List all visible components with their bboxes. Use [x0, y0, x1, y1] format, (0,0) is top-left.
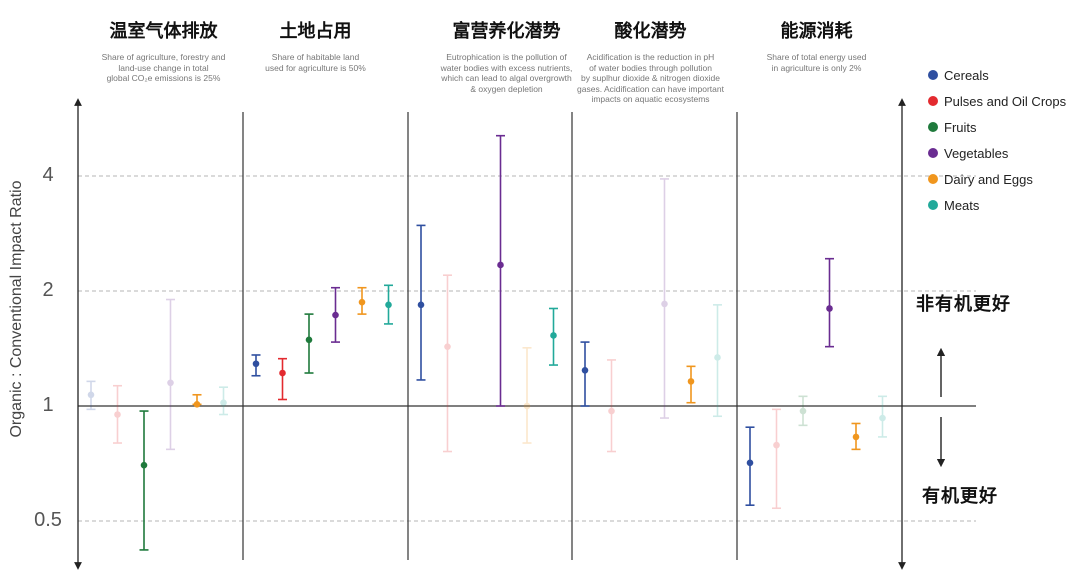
panel-description: Share of total energy used in agricultur…	[766, 52, 867, 73]
data-point	[220, 399, 227, 407]
error-bar-cereals	[745, 426, 755, 506]
legend-item: Vegetables	[928, 140, 1066, 166]
data-point	[140, 461, 148, 469]
error-bar-meats	[713, 304, 722, 418]
error-bar-cereals	[251, 354, 261, 377]
error-bar-marks	[86, 134, 887, 551]
data-point	[358, 298, 366, 306]
error-bar-fruits	[139, 410, 149, 551]
legend-swatch	[928, 70, 938, 80]
axes	[74, 98, 946, 570]
data-point	[417, 301, 425, 309]
panel-description: Eutrophication is the pollution of water…	[440, 52, 573, 94]
error-bar-vegetables	[825, 257, 834, 348]
data-point	[87, 391, 95, 399]
data-point	[305, 336, 313, 344]
panel-title: 能源消耗	[780, 21, 853, 42]
panel-title: 土地占用	[279, 21, 352, 42]
legend-label: Pulses and Oil Crops	[944, 93, 1067, 109]
error-bar-dairy-and-eggs	[851, 422, 861, 451]
annotation-below: 有机更好	[922, 486, 998, 507]
data-point	[661, 300, 668, 308]
data-point	[497, 261, 504, 269]
data-point	[332, 311, 339, 319]
data-point	[167, 379, 174, 387]
error-bar-pulses-and-oil-crops	[113, 384, 122, 444]
panel-description: Share of agriculture, forestry and land-…	[101, 52, 226, 83]
panel-title: 酸化潜势	[614, 21, 687, 42]
legend-swatch	[928, 200, 938, 210]
y-tick-label: 0.5	[34, 509, 62, 531]
legend-swatch	[928, 148, 938, 158]
legend-label: Meats	[944, 197, 980, 213]
error-bar-pulses-and-oil-crops	[607, 359, 616, 453]
data-point	[746, 459, 754, 467]
data-point	[193, 401, 201, 408]
legend-item: Dairy and Eggs	[928, 166, 1066, 192]
legend-item: Meats	[928, 192, 1066, 218]
data-point	[714, 354, 721, 361]
data-point	[581, 367, 589, 374]
y-axis-label: Organic : Conventional Impact Ratio	[8, 180, 25, 438]
error-bar-dairy-and-eggs	[686, 365, 696, 404]
y-tick-label: 4	[42, 164, 54, 186]
y-tick-label: 1	[42, 394, 54, 416]
data-point	[799, 407, 807, 415]
panel-title: 温室气体排放	[109, 21, 218, 42]
error-bar-dairy-and-eggs	[522, 347, 532, 444]
legend-label: Dairy and Eggs	[944, 171, 1033, 187]
annotation-above: 非有机更好	[916, 294, 1011, 315]
panel-title: 富营养化潜势	[452, 21, 561, 42]
legend-label: Cereals	[944, 67, 989, 83]
error-bar-dairy-and-eggs	[192, 393, 202, 408]
legend-swatch	[928, 122, 938, 132]
data-point	[826, 305, 833, 312]
error-bar-meats	[384, 284, 393, 325]
panel-dividers	[242, 112, 738, 560]
data-point	[444, 343, 451, 350]
legend-swatch	[928, 174, 938, 184]
error-bar-vegetables	[331, 286, 340, 343]
error-bar-meats	[549, 307, 558, 366]
error-bar-fruits	[798, 395, 808, 427]
error-bar-cereals	[416, 224, 426, 381]
error-bar-cereals	[86, 380, 96, 411]
error-bar-vegetables	[660, 178, 669, 419]
panel-description: Acidification is the reduction in pH of …	[577, 52, 724, 104]
error-bar-meats	[219, 386, 228, 416]
legend: Cereals Pulses and Oil Crops Fruits Vegetab…	[928, 62, 1066, 218]
data-point	[879, 414, 886, 422]
data-point	[114, 411, 121, 418]
data-point	[608, 407, 615, 415]
data-point	[852, 433, 860, 441]
error-bar-vegetables	[496, 134, 505, 407]
data-point	[687, 378, 695, 385]
legend-swatch	[928, 96, 938, 106]
error-bar-pulses-and-oil-crops	[278, 357, 287, 401]
error-bar-vegetables	[166, 298, 175, 451]
data-point	[550, 332, 557, 339]
error-bar-pulses-and-oil-crops	[772, 408, 781, 510]
legend-item: Cereals	[928, 62, 1066, 88]
data-point	[523, 402, 531, 410]
legend-item: Pulses and Oil Crops	[928, 88, 1066, 114]
data-point	[385, 301, 392, 309]
y-tick-label: 2	[42, 279, 54, 301]
error-bar-dairy-and-eggs	[357, 286, 367, 315]
gridlines	[78, 175, 976, 522]
error-bar-cereals	[580, 341, 590, 407]
data-point	[773, 441, 780, 449]
error-bar-pulses-and-oil-crops	[443, 274, 452, 453]
panel-description: Share of habitable land used for agricul…	[265, 52, 366, 73]
error-bar-meats	[878, 395, 887, 438]
error-bar-fruits	[304, 313, 314, 374]
legend-label: Vegetables	[944, 145, 1009, 161]
legend-item: Fruits	[928, 114, 1066, 140]
legend-label: Fruits	[944, 119, 977, 135]
data-point	[279, 369, 286, 377]
data-point	[252, 360, 260, 368]
